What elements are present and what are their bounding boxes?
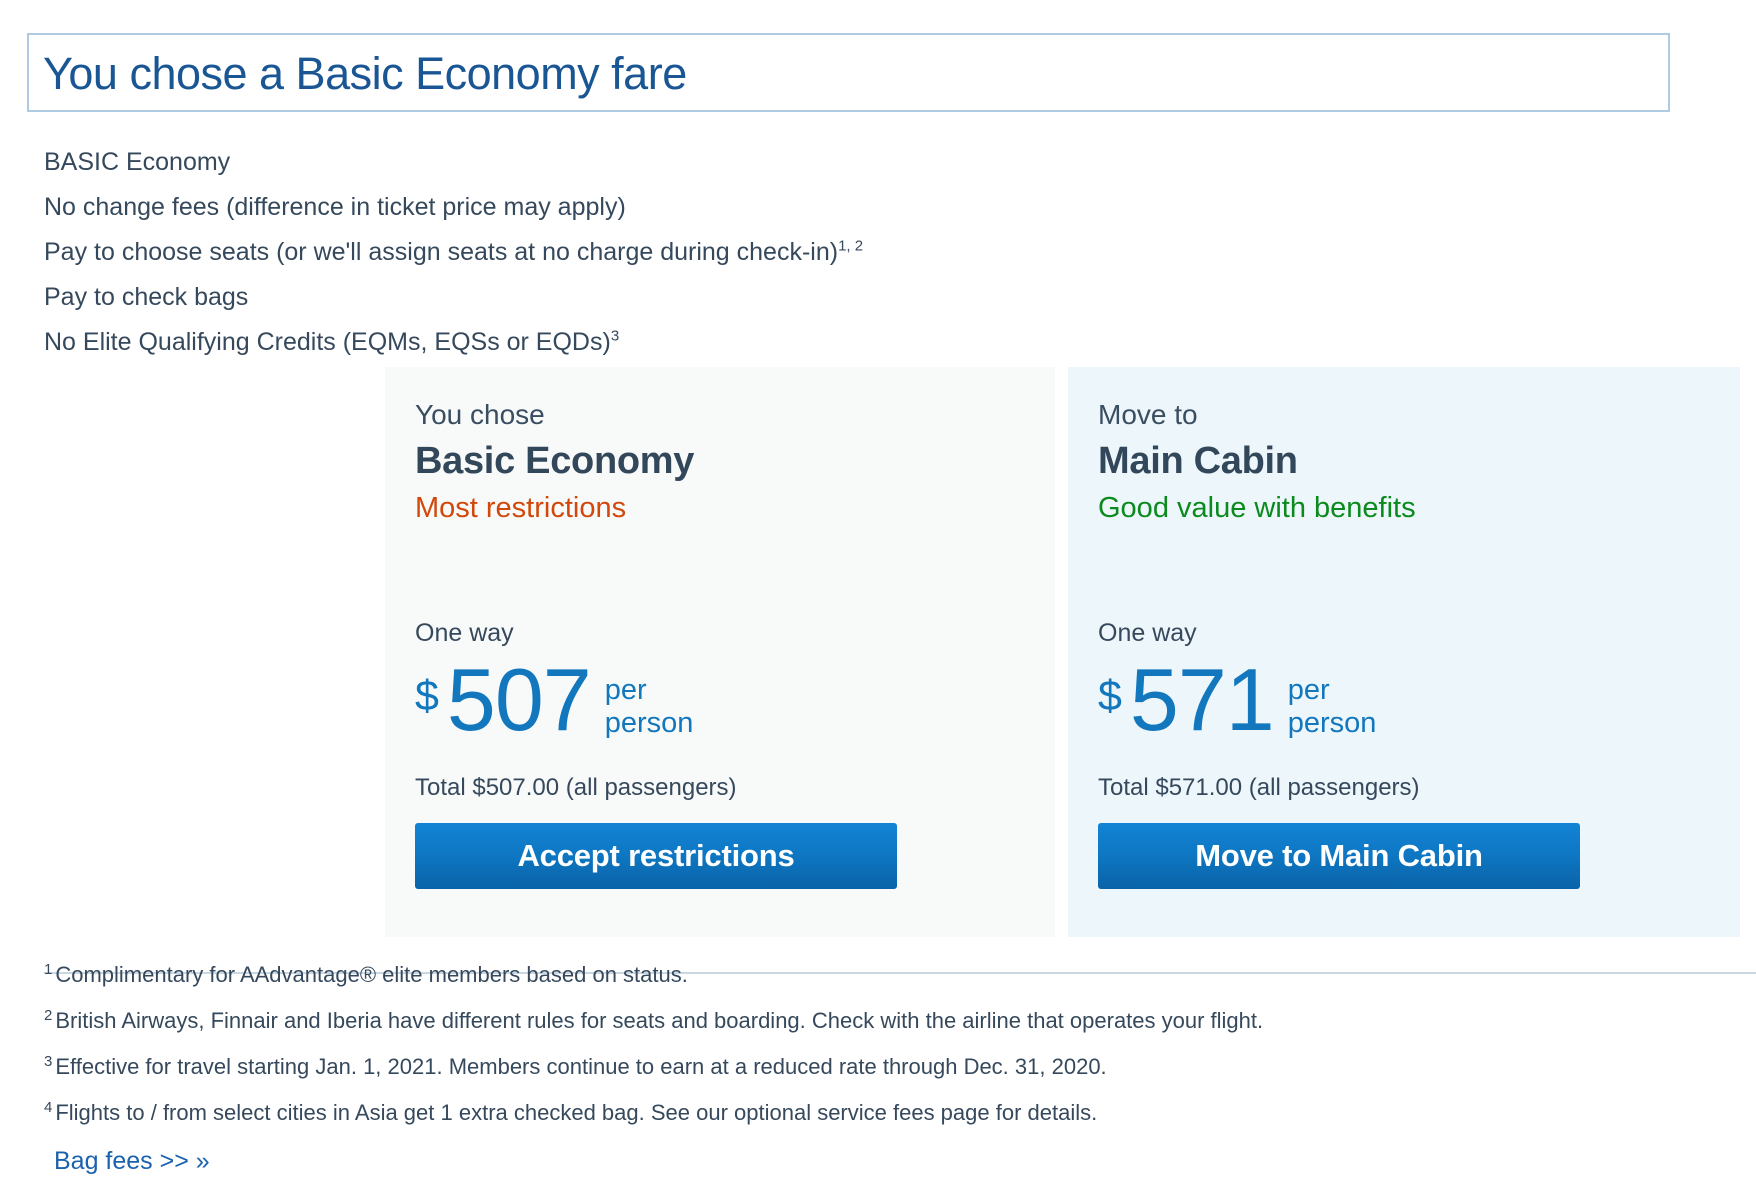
fare-fact-text: Pay to check bags [44,283,249,311]
footnote-item: 1 Complimentary for AAdvantage® elite mem… [44,952,1724,998]
per-line-2: person [604,707,694,739]
fare-facts-list: BASIC Economy No change fees (difference… [44,140,1144,365]
footnote-item: 3 Effective for travel starting Jan. 1, 2… [44,1044,1724,1090]
per-line-1: per [1287,674,1330,706]
page-title: You chose a Basic Economy fare [43,48,687,99]
card-main-cabin-tagline: Good value with benefits [1098,492,1416,524]
bag-fees-link[interactable]: Bag fees >> » [54,1147,210,1175]
total-price-label: Total $507.00 (all passengers) [415,774,737,801]
card-main-cabin-price-block: One way $ 571 per person Total $571.00 (… [1098,616,1718,889]
page-title-box: You chose a Basic Economy fare [27,33,1670,112]
oneway-label: One way [1098,619,1197,647]
price-amount: 507 [446,650,592,749]
accept-restrictions-button[interactable]: Accept restrictions [415,823,897,889]
total-price-label: Total $571.00 (all passengers) [1098,774,1420,801]
price-row: $ 507 per person [415,654,1035,746]
card-basic-economy-header: You chose Basic Economy Most restriction… [385,367,1055,529]
per-line-1: per [604,674,647,706]
per-person-label: per person [1288,654,1377,740]
footnote-marker: 1, 2 [838,237,864,255]
fare-fact-item: Pay to check bags [44,275,1144,320]
move-to-main-cabin-button[interactable]: Move to Main Cabin [1098,823,1580,889]
card-basic-economy-title: Basic Economy [415,440,695,482]
per-line-2: person [1287,707,1377,739]
footnote-number: 2 [44,1006,53,1024]
footnote-item: 4 Flights to / from select cities in Asia… [44,1090,1724,1136]
currency-symbol: $ [1098,672,1122,720]
fare-fact-item: No change fees (difference in ticket pri… [44,185,1144,230]
fare-fact-text: No change fees (difference in ticket pri… [44,193,626,221]
card-main-cabin-kicker: Move to [1098,399,1198,430]
price-divider [44,972,1756,974]
footnote-text: British Airways, Finnair and Iberia have… [55,1008,1264,1033]
footnote-item: 2 British Airways, Finnair and Iberia hav… [44,998,1724,1044]
footnote-text: Flights to / from select cities in Asia … [55,1100,1098,1125]
fare-fact-item: BASIC Economy [44,140,1144,185]
card-basic-economy-kicker: You chose [415,399,545,430]
footnote-number: 3 [44,1052,53,1070]
price-amount: 571 [1129,650,1275,749]
footnote-text: Complimentary for AAdvantage® elite memb… [55,962,688,987]
footnote-number: 1 [44,960,53,978]
price-row: $ 571 per person [1098,654,1718,746]
card-main-cabin: Move to Main Cabin Good value with benef… [1068,367,1740,937]
footnote-text: Effective for travel starting Jan. 1, 20… [55,1054,1107,1079]
fare-fact-text: BASIC Economy [44,148,231,176]
fare-fact-text: No Elite Qualifying Credits (EQMs, EQSs … [44,328,611,356]
card-main-cabin-title: Main Cabin [1098,440,1298,482]
card-basic-economy-price-block: One way $ 507 per person Total $507.00 (… [415,616,1035,889]
footnote-number: 4 [44,1098,53,1116]
fare-comparison-band: You chose Basic Economy Most restriction… [0,367,1756,974]
per-person-label: per person [605,654,694,740]
card-basic-economy: You chose Basic Economy Most restriction… [385,367,1055,937]
card-main-cabin-header: Move to Main Cabin Good value with benef… [1068,367,1740,529]
fare-fact-item: Pay to choose seats (or we'll assign sea… [44,230,1144,275]
card-basic-economy-tagline: Most restrictions [415,492,627,524]
fare-fact-text: Pay to choose seats (or we'll assign sea… [44,238,839,266]
fare-fact-item: No Elite Qualifying Credits (EQMs, EQSs … [44,320,1144,365]
currency-symbol: $ [415,672,439,720]
footnote-marker: 3 [610,327,620,345]
oneway-label: One way [415,619,514,647]
footnotes-section: 1 Complimentary for AAdvantage® elite mem… [44,952,1724,1182]
